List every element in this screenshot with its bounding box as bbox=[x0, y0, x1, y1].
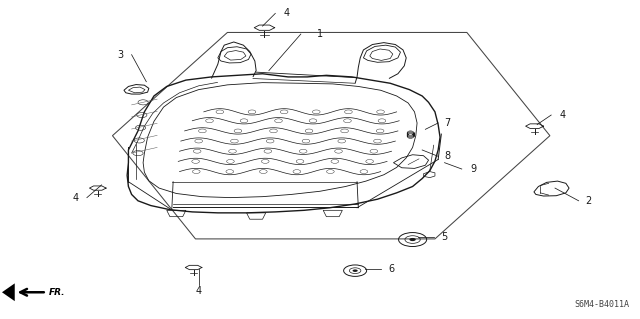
Circle shape bbox=[353, 269, 358, 272]
Text: 2: 2 bbox=[585, 196, 591, 206]
Text: 9: 9 bbox=[470, 164, 476, 174]
Text: 4: 4 bbox=[196, 286, 202, 296]
Text: 4: 4 bbox=[559, 110, 566, 120]
Text: 7: 7 bbox=[445, 118, 451, 128]
Circle shape bbox=[410, 238, 416, 241]
Text: 5: 5 bbox=[442, 232, 447, 242]
Text: 1: 1 bbox=[317, 29, 323, 39]
Text: 4: 4 bbox=[284, 8, 290, 19]
Text: FR.: FR. bbox=[49, 288, 65, 297]
Text: 4: 4 bbox=[73, 193, 79, 203]
Text: S6M4-B4011A: S6M4-B4011A bbox=[575, 300, 630, 309]
Text: 6: 6 bbox=[388, 264, 395, 274]
Text: 8: 8 bbox=[445, 151, 451, 161]
Text: 3: 3 bbox=[118, 50, 124, 60]
Polygon shape bbox=[2, 283, 15, 301]
